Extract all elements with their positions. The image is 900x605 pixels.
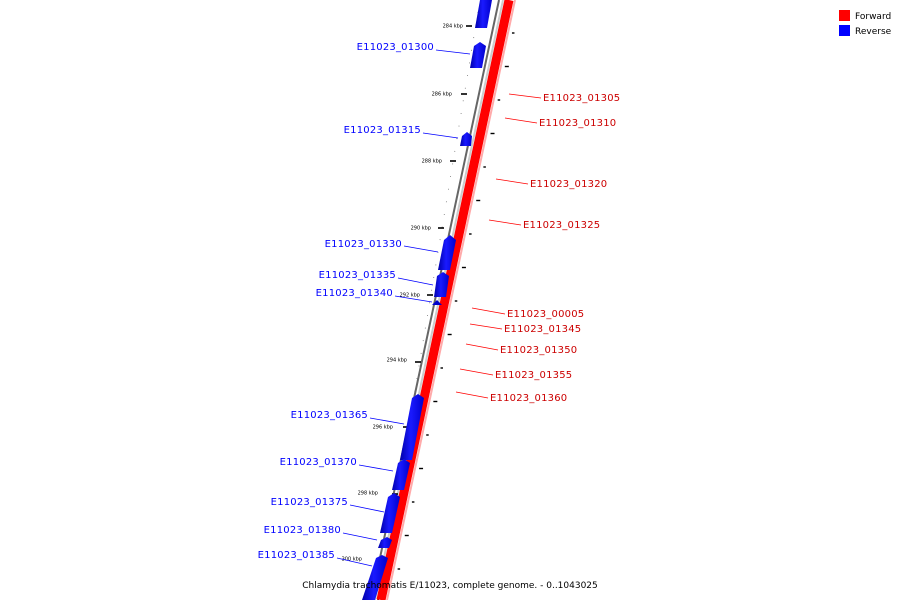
gene-label-E11023-01330[interactable]: E11023_01330: [325, 239, 402, 250]
leader-line: [435, 49, 471, 55]
gene-label-E11023-01315[interactable]: E11023_01315: [344, 125, 421, 136]
genome-caption: Chlamydia trachomatis E/11023, complete …: [302, 581, 598, 591]
gene-label-E11023-01370[interactable]: E11023_01370: [280, 457, 357, 468]
gene-label-E11023-01360[interactable]: E11023_01360: [490, 393, 567, 404]
leader-line: [495, 178, 529, 185]
gene-E11023-01365-arrow[interactable]: [400, 394, 424, 460]
gene-E11023-01380-arrow[interactable]: [378, 537, 392, 548]
legend-forward-label: Forward: [855, 12, 891, 22]
forward-strand-highlight: [386, 0, 516, 601]
gene-label-E11023-01300[interactable]: E11023_01300: [357, 42, 434, 53]
leader-line: [471, 307, 506, 315]
reverse-genes: [362, 0, 492, 600]
outer-tick-marks: [397, 32, 515, 570]
gene-label-E11023-01335[interactable]: E11023_01335: [319, 270, 396, 281]
scale-tick-label: 300 kbp: [342, 557, 362, 563]
leader-line: [349, 504, 385, 513]
leader-line: [508, 93, 542, 99]
gene-label-E11023-01380[interactable]: E11023_01380: [264, 525, 341, 536]
leader-line: [465, 343, 499, 351]
leader-line: [469, 323, 503, 330]
forward-strand: [376, 0, 514, 601]
gene-E11023-01335-arrow[interactable]: [434, 272, 449, 297]
gene-label-E11023-01345[interactable]: E11023_01345: [504, 324, 581, 335]
leader-line: [488, 219, 522, 226]
leader-line: [358, 464, 394, 472]
scale-tick-label: 298 kbp: [358, 491, 378, 497]
forward-gene-labels: E11023_01305 E11023_01310 E11023_01320 E…: [490, 93, 620, 404]
gene-E11023-01370-arrow[interactable]: [392, 459, 410, 490]
leader-line: [394, 295, 433, 303]
leader-line: [504, 117, 538, 124]
leader-line: [397, 277, 434, 286]
reverse-gene-leaders: [336, 49, 471, 567]
gene-label-E11023-00005[interactable]: E11023_00005: [507, 309, 584, 320]
legend-forward-swatch: [839, 10, 850, 21]
leader-line: [403, 245, 439, 253]
gene-label-E11023-01350[interactable]: E11023_01350: [500, 345, 577, 356]
gene-label-E11023-01325[interactable]: E11023_01325: [523, 220, 600, 231]
gene-label-E11023-01310[interactable]: E11023_01310: [539, 118, 616, 129]
gene-E11023-01300-arrow[interactable]: [470, 42, 486, 68]
scale-tick-label: 286 kbp: [432, 92, 452, 98]
scale-tick-label: 294 kbp: [387, 358, 407, 364]
gene-E11023-01330-arrow[interactable]: [438, 235, 456, 270]
gene-label-E11023-01355[interactable]: E11023_01355: [495, 370, 572, 381]
scale-tick-label: 284 kbp: [443, 24, 463, 30]
forward-gene-leaders: [455, 93, 542, 399]
gene-E11023-01375-arrow[interactable]: [380, 493, 400, 533]
scale-tick-label: 292 kbp: [400, 293, 420, 299]
leader-line: [455, 391, 489, 399]
leader-line: [422, 132, 459, 139]
gene-label-E11023-01340[interactable]: E11023_01340: [316, 288, 393, 299]
gene-label-E11023-01365[interactable]: E11023_01365: [291, 410, 368, 421]
scale-tick-label: 290 kbp: [411, 226, 431, 232]
legend-reverse-label: Reverse: [855, 27, 892, 37]
leader-line: [342, 532, 378, 541]
legend: Forward Reverse: [839, 10, 892, 37]
gene-E11023-01340-arrow[interactable]: [432, 300, 442, 305]
leader-line: [459, 368, 494, 376]
legend-reverse-swatch: [839, 25, 850, 36]
gene-label-E11023-01375[interactable]: E11023_01375: [271, 497, 348, 508]
leader-line: [369, 417, 405, 425]
scale-tick-label: 288 kbp: [422, 159, 442, 165]
reverse-gene-labels: E11023_01300 E11023_01315 E11023_01330 E…: [258, 42, 434, 561]
gene-label-E11023-01320[interactable]: E11023_01320: [530, 179, 607, 190]
gene-label-E11023-01305[interactable]: E11023_01305: [543, 93, 620, 104]
gene-E11023-01295-arrow[interactable]: [475, 0, 492, 28]
gene-label-E11023-01385[interactable]: E11023_01385: [258, 550, 335, 561]
leader-line: [336, 557, 373, 567]
scale-tick-label: 296 kbp: [373, 425, 393, 431]
gene-E11023-01385-arrow[interactable]: [362, 555, 388, 600]
scale: 284 kbp 286 kbp 288 kbp 290 kbp 292 kbp …: [342, 24, 472, 563]
gene-E11023-01315-arrow[interactable]: [460, 132, 472, 146]
